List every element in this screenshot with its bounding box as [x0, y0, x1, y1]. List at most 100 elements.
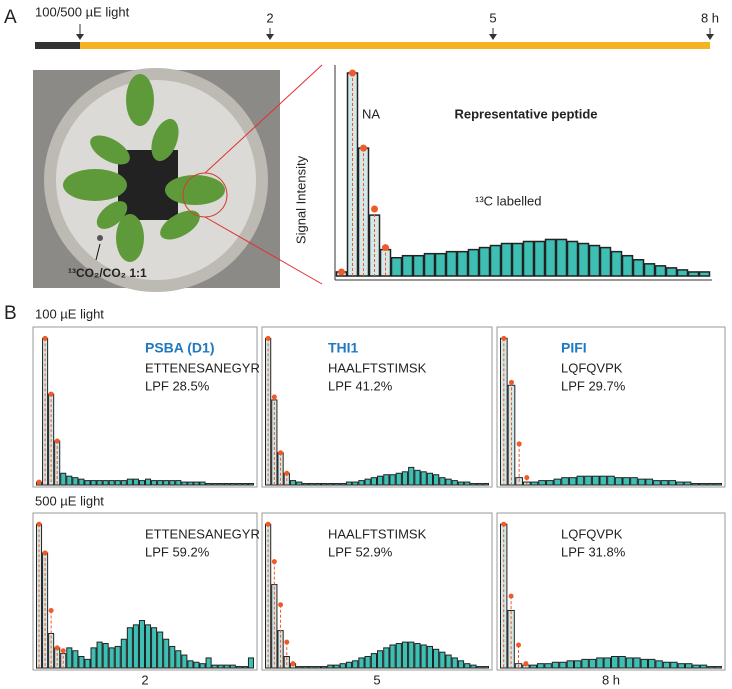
- bar: [377, 650, 384, 669]
- zoom-line: [204, 64, 323, 174]
- bar: [621, 254, 634, 277]
- marker: [508, 379, 514, 385]
- dark-period: [35, 42, 80, 49]
- timeline-start: 100/500 µE light: [35, 4, 130, 19]
- bar: [199, 481, 206, 486]
- bar: [476, 666, 483, 669]
- annotation: ¹³C labelled: [475, 193, 541, 208]
- panel-label: B: [4, 303, 17, 324]
- chart-title: PSBA (D1): [145, 340, 215, 356]
- bar: [247, 483, 254, 486]
- marker: [54, 438, 60, 444]
- timeline-arrows: [76, 24, 714, 40]
- bar: [108, 480, 115, 486]
- row-header: 100 µE light: [35, 306, 104, 321]
- bar: [211, 664, 218, 669]
- lpf: LPF 31.8%: [561, 544, 626, 559]
- bar: [296, 481, 303, 486]
- bar: [333, 664, 340, 669]
- bar: [714, 483, 723, 486]
- bar: [588, 658, 597, 669]
- bar: [665, 267, 678, 277]
- bar: [692, 664, 700, 669]
- bar: [401, 641, 409, 669]
- bar: [653, 480, 661, 486]
- bar: [457, 481, 465, 486]
- bar: [235, 666, 242, 669]
- bar: [345, 481, 353, 486]
- marker: [284, 639, 290, 645]
- bar: [96, 641, 103, 669]
- bar: [169, 480, 176, 486]
- bar: [352, 660, 359, 669]
- bar: [691, 483, 700, 486]
- marker: [271, 559, 277, 565]
- bar: [389, 474, 396, 486]
- bar: [78, 655, 85, 669]
- bar: [420, 471, 427, 486]
- bar: [414, 643, 421, 669]
- bar: [401, 254, 414, 277]
- bar: [478, 246, 491, 277]
- timeline-label: 5: [489, 10, 496, 25]
- bar: [395, 643, 402, 669]
- bar: [648, 658, 656, 669]
- bar: [551, 661, 560, 669]
- bar: [120, 480, 127, 486]
- bar: [302, 666, 309, 669]
- bar: [163, 638, 170, 669]
- bar: [538, 480, 546, 486]
- bar: [126, 478, 133, 486]
- bar: [451, 657, 458, 669]
- bar: [433, 648, 440, 669]
- bar: [614, 477, 623, 486]
- panel-frame: [261, 512, 493, 671]
- bar: [327, 664, 334, 669]
- marker: [290, 661, 296, 667]
- marker: [60, 648, 66, 654]
- bar: [457, 660, 465, 669]
- plant-photo: [33, 68, 280, 292]
- bar: [610, 250, 623, 277]
- marker: [501, 335, 507, 341]
- bar: [676, 269, 689, 277]
- bar: [618, 655, 626, 669]
- peptide: LQFQVPK: [561, 360, 623, 375]
- bar: [205, 657, 212, 669]
- bar: [677, 663, 685, 669]
- bar: [423, 252, 436, 277]
- marker: [360, 144, 367, 152]
- bar: [544, 238, 557, 277]
- bar: [151, 480, 158, 486]
- light-period: [80, 42, 710, 49]
- bar: [699, 664, 708, 669]
- marker: [278, 450, 284, 456]
- marker: [42, 550, 48, 556]
- peptide: HAALFTSTIMSK: [328, 526, 427, 541]
- bar: [451, 480, 458, 486]
- bar: [500, 242, 513, 277]
- lpf: LPF 29.7%: [561, 378, 626, 393]
- bar: [662, 661, 671, 669]
- bar: [66, 647, 73, 669]
- bar: [370, 653, 377, 669]
- bar: [302, 483, 309, 486]
- bar: [596, 657, 604, 669]
- marker: [54, 645, 60, 651]
- bar: [383, 474, 390, 486]
- bar: [339, 483, 346, 486]
- bar: [470, 664, 477, 669]
- bar: [714, 666, 722, 669]
- marker: [371, 205, 378, 213]
- bar: [511, 242, 524, 277]
- bar: [668, 480, 677, 486]
- bar: [464, 481, 471, 486]
- marker: [48, 391, 54, 397]
- bar: [632, 259, 645, 277]
- lpf: LPF 52.9%: [328, 544, 393, 559]
- bar: [126, 627, 133, 669]
- bar: [72, 650, 79, 669]
- bar: [439, 651, 446, 669]
- timeline-label: 2: [266, 10, 273, 25]
